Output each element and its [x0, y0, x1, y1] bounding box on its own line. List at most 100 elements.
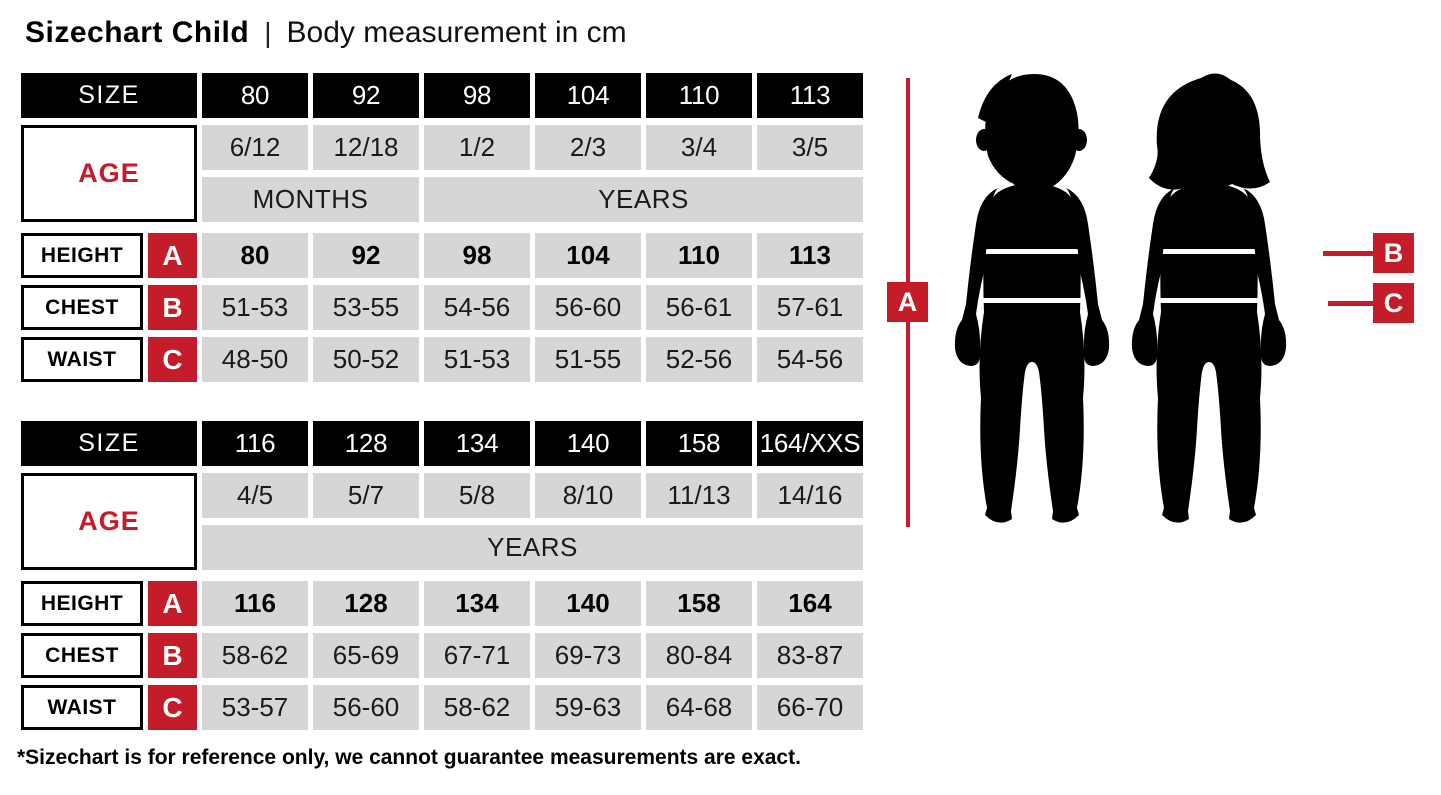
- height-value-cell: 110: [646, 233, 752, 278]
- boy-arm-right: [1066, 188, 1110, 366]
- chest-value-cell: 69-73: [535, 633, 641, 678]
- table2-age-label-box: AGE: [21, 473, 197, 570]
- table2-header-section: SIZE 116 128 134 140 158 164/XXS AGE 4/5 5/7 5/…: [21, 421, 863, 570]
- page-title: Sizechart Child | Body measurement in cm: [25, 16, 627, 50]
- height-label: HEIGHT: [21, 581, 143, 626]
- title-main: Sizechart Child: [25, 16, 250, 49]
- table1-months-span: MONTHS: [202, 177, 419, 222]
- table1-age-label-box: AGE: [21, 125, 197, 222]
- chest-value-cell: 56-61: [646, 285, 752, 330]
- size-value-cell: 113: [757, 73, 863, 118]
- girl-arm-left: [1131, 188, 1175, 366]
- waist-value-cell: 48-50: [202, 337, 308, 382]
- height-value-cell: 128: [313, 581, 419, 626]
- girl-arm-right: [1243, 188, 1287, 366]
- table2-size-header: SIZE: [21, 421, 197, 466]
- waist-measure-line: [1328, 301, 1373, 306]
- girl-silhouette: [1131, 73, 1287, 523]
- waist-value-cell: 56-60: [313, 685, 419, 730]
- chest-label: CHEST: [21, 285, 143, 330]
- age-value-cell: 1/2: [424, 125, 530, 170]
- size-value-cell: 110: [646, 73, 752, 118]
- chest-label: CHEST: [21, 633, 143, 678]
- waist-value-cell: 53-57: [202, 685, 308, 730]
- boy-body: [979, 183, 1085, 523]
- table1-waist-row-label: WAIST C: [21, 337, 197, 382]
- boy-ear-left: [976, 129, 992, 151]
- size-value-cell: 158: [646, 421, 752, 466]
- waist-label: WAIST: [21, 685, 143, 730]
- height-value-cell: 134: [424, 581, 530, 626]
- chest-value-cell: 57-61: [757, 285, 863, 330]
- marker-a-badge: A: [887, 282, 928, 322]
- boy-waist-band: [975, 298, 1089, 303]
- height-badge-a: A: [148, 581, 197, 626]
- height-value-cell: 164: [757, 581, 863, 626]
- boy-arm-left: [954, 188, 998, 366]
- height-value-cell: 92: [313, 233, 419, 278]
- waist-value-cell: 66-70: [757, 685, 863, 730]
- girl-waist-band: [1152, 298, 1266, 303]
- height-label: HEIGHT: [21, 233, 143, 278]
- height-value-cell: 80: [202, 233, 308, 278]
- boy-silhouette: [954, 74, 1110, 523]
- size-value-cell: 116: [202, 421, 308, 466]
- age-value-cell: 5/8: [424, 473, 530, 518]
- table1-years-span: YEARS: [424, 177, 863, 222]
- chest-badge-b: B: [148, 285, 197, 330]
- size-value-cell: 104: [535, 73, 641, 118]
- table1-size-header: SIZE: [21, 73, 197, 118]
- height-value-cell: 116: [202, 581, 308, 626]
- chest-measure-line: [1323, 251, 1373, 256]
- chest-value-cell: 56-60: [535, 285, 641, 330]
- waist-value-cell: 54-56: [757, 337, 863, 382]
- chest-value-cell: 83-87: [757, 633, 863, 678]
- title-separator: |: [264, 17, 272, 48]
- size-value-cell: 92: [313, 73, 419, 118]
- age-value-cell: 8/10: [535, 473, 641, 518]
- table1-header-section: SIZE 80 92 98 104 110 113 AGE 6/12 12/18 1/2 2/3…: [21, 73, 863, 222]
- size-value-cell: 98: [424, 73, 530, 118]
- height-badge-a: A: [148, 233, 197, 278]
- table1-chest-row-label: CHEST B: [21, 285, 197, 330]
- age-value-cell: 12/18: [313, 125, 419, 170]
- table2-waist-row-label: WAIST C: [21, 685, 197, 730]
- footnote: *Sizechart is for reference only, we can…: [17, 746, 801, 769]
- boy-hair-flick: [978, 74, 1012, 122]
- table2-years-span: YEARS: [202, 525, 863, 570]
- chest-value-cell: 51-53: [202, 285, 308, 330]
- boy-head: [985, 74, 1079, 198]
- height-value-cell: 98: [424, 233, 530, 278]
- size-value-cell: 164/XXS: [757, 421, 863, 466]
- size-value-cell: 140: [535, 421, 641, 466]
- waist-value-cell: 64-68: [646, 685, 752, 730]
- table2-chest-row-label: CHEST B: [21, 633, 197, 678]
- age-value-cell: 5/7: [313, 473, 419, 518]
- boy-chest-band: [976, 249, 1088, 254]
- waist-value-cell: 51-55: [535, 337, 641, 382]
- table2-height-row-label: HEIGHT A: [21, 581, 197, 626]
- boy-ear-right: [1071, 129, 1087, 151]
- chest-badge-b: B: [148, 633, 197, 678]
- table1-height-row-label: HEIGHT A: [21, 233, 197, 278]
- chest-value-cell: 58-62: [202, 633, 308, 678]
- age-value-cell: 4/5: [202, 473, 308, 518]
- waist-value-cell: 58-62: [424, 685, 530, 730]
- height-value-cell: 113: [757, 233, 863, 278]
- chest-value-cell: 80-84: [646, 633, 752, 678]
- age-value-cell: 11/13: [646, 473, 752, 518]
- title-subtitle: Body measurement in cm: [286, 16, 627, 49]
- age-value-cell: 3/4: [646, 125, 752, 170]
- age-value-cell: 6/12: [202, 125, 308, 170]
- waist-badge-c: C: [148, 337, 197, 382]
- height-value-cell: 158: [646, 581, 752, 626]
- waist-label: WAIST: [21, 337, 143, 382]
- chest-value-cell: 54-56: [424, 285, 530, 330]
- girl-hair: [1149, 73, 1270, 190]
- waist-value-cell: 50-52: [313, 337, 419, 382]
- waist-value-cell: 51-53: [424, 337, 530, 382]
- marker-b-badge: B: [1373, 233, 1414, 273]
- size-value-cell: 80: [202, 73, 308, 118]
- chest-value-cell: 67-71: [424, 633, 530, 678]
